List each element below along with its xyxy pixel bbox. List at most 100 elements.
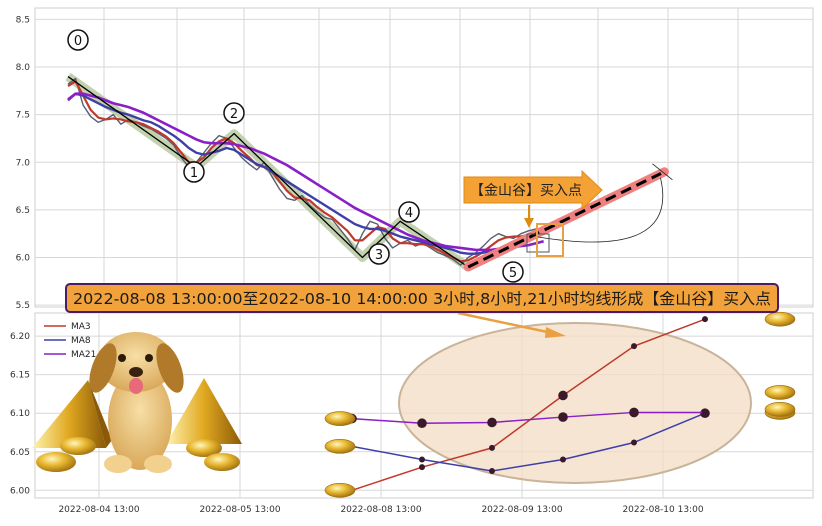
bottom-x-tick-label: 2022-08-04 13:00 xyxy=(58,505,139,515)
highlight-ellipse xyxy=(398,322,752,484)
gold-ingot-icon xyxy=(764,385,796,400)
callout-pointer-head xyxy=(524,218,534,228)
dog-head-icon xyxy=(98,332,174,392)
wave-label-text: 2 xyxy=(230,107,238,122)
top-chart-series xyxy=(65,72,673,272)
bottom-ma21-point xyxy=(629,407,639,418)
wave-label-circle xyxy=(67,29,89,51)
gold-pyramid-left-icon xyxy=(32,380,106,448)
bottom-x-tick-label: 2022-08-10 13:00 xyxy=(622,505,703,515)
bottom-y-axis: 6.20 6.15 6.10 6.05 6.00 xyxy=(10,332,30,496)
bottom-y-tick-label: 6.00 xyxy=(10,486,30,496)
bottom-ma21-point xyxy=(417,418,427,429)
wave-label-circle xyxy=(223,102,245,124)
bottom-ma3-point xyxy=(489,444,495,451)
gold-ingot-icon xyxy=(204,453,240,471)
bottom-ma21-point xyxy=(702,409,708,416)
bottom-ma3-line xyxy=(351,318,706,492)
projection-arc-tick xyxy=(652,163,673,181)
bottom-ma3-point xyxy=(419,464,425,471)
gold-ingot-icon xyxy=(60,437,96,455)
wave-label-text: 1 xyxy=(190,166,198,181)
dog-ear-left-icon xyxy=(89,343,117,393)
legend-ma21-label: MA21 xyxy=(71,350,96,360)
gold-pyramid-left-shade xyxy=(88,380,112,448)
golden-dog-decoration xyxy=(32,332,242,473)
wave-label-circle xyxy=(368,243,390,265)
dog-eye-left-icon xyxy=(118,354,126,362)
bottom-chart-series xyxy=(324,311,796,498)
buy-callout-arrow xyxy=(463,169,603,211)
bottom-ma8-point xyxy=(419,456,425,463)
gold-ingot-icon xyxy=(186,439,222,457)
bottom-ma3-point xyxy=(702,316,708,323)
bottom-ma8-point xyxy=(631,439,637,446)
ma21-line xyxy=(67,92,544,252)
wave-label-circle xyxy=(183,161,205,183)
dog-ear-right-icon xyxy=(156,343,184,393)
wave-label-text: 3 xyxy=(375,248,383,263)
bottom-ma21-line xyxy=(351,411,705,424)
gold-ingot-icon xyxy=(764,311,796,327)
gold-pyramid-right-icon xyxy=(166,378,242,444)
buy-callout: 【金山谷】买入点 xyxy=(463,169,603,228)
top-y-tick-label: 6.0 xyxy=(16,253,31,263)
top-y-tick-label: 5.5 xyxy=(16,301,30,311)
bottom-ma21-point xyxy=(487,417,497,428)
top-y-tick-label: 7.0 xyxy=(16,158,31,168)
top-plot-area xyxy=(34,7,814,308)
dog-tongue-icon xyxy=(129,378,143,394)
signal-banner-box xyxy=(65,283,779,313)
legend-ma3-label: MA3 xyxy=(71,322,91,332)
banner-pointer-head xyxy=(545,327,566,338)
wave-label-circle xyxy=(398,201,420,223)
gold-ingot-icon xyxy=(324,439,356,454)
dog-paw-right-icon xyxy=(144,455,172,473)
gold-ingot-icon xyxy=(324,411,356,426)
top-gridlines xyxy=(35,8,813,307)
buy-callout-text: 【金山谷】买入点 xyxy=(470,183,582,199)
dog-nose-icon xyxy=(129,367,143,377)
bottom-ma3-point xyxy=(558,390,568,401)
banner-pointer-line xyxy=(457,311,553,335)
wave-label-text: 5 xyxy=(509,266,517,281)
wave-labels: 0 1 2 3 4 5 xyxy=(67,29,524,283)
gold-ingot-icon xyxy=(764,402,796,417)
signal-banner-text: 2022-08-08 13:00:00至2022-08-10 14:00:00 … xyxy=(73,290,771,308)
bottom-ma8-point xyxy=(489,468,495,475)
bottom-x-axis: 2022-08-04 13:00 2022-08-05 13:00 2022-08-… xyxy=(58,505,703,515)
bottom-x-tick-label: 2022-08-08 13:00 xyxy=(340,505,421,515)
wave-zigzag-line xyxy=(67,76,469,268)
bottom-y-tick-label: 6.10 xyxy=(10,409,30,419)
bottom-ma3-point xyxy=(631,343,637,350)
signal-box-highlight xyxy=(536,223,564,257)
bottom-x-tick-label: 2022-08-05 13:00 xyxy=(199,505,280,515)
target-point xyxy=(660,167,669,176)
top-y-tick-label: 8.0 xyxy=(16,63,31,73)
dog-paw-left-icon xyxy=(104,455,132,473)
bottom-ma8-line xyxy=(351,412,706,472)
dog-eye-right-icon xyxy=(145,354,153,362)
ma8-line xyxy=(67,92,545,255)
top-y-tick-label: 8.5 xyxy=(16,15,30,25)
top-y-axis: 8.5 8.0 7.5 7.0 6.5 6.0 5.5 xyxy=(16,15,31,311)
bottom-ma21-point xyxy=(558,412,568,422)
dog-body-icon xyxy=(108,370,172,470)
legend: MA3 MA8 MA21 xyxy=(44,322,96,360)
top-y-tick-label: 6.5 xyxy=(16,206,30,216)
bottom-y-tick-label: 6.05 xyxy=(10,448,30,458)
signal-banner: 2022-08-08 13:00:00至2022-08-10 14:00:00 … xyxy=(65,283,779,313)
wave-label-circle xyxy=(502,261,524,283)
bottom-ma8-point xyxy=(560,456,566,463)
ma3-line xyxy=(67,80,544,263)
top-y-tick-label: 7.5 xyxy=(16,111,30,121)
bottom-y-tick-label: 6.15 xyxy=(10,371,30,381)
gold-ingot-icon xyxy=(324,482,356,498)
target-projection-line xyxy=(467,170,666,269)
wave-label-text: 0 xyxy=(74,34,82,49)
gold-ingot-icon xyxy=(36,452,76,472)
legend-ma8-label: MA8 xyxy=(71,336,91,346)
projection-arc xyxy=(538,177,664,243)
